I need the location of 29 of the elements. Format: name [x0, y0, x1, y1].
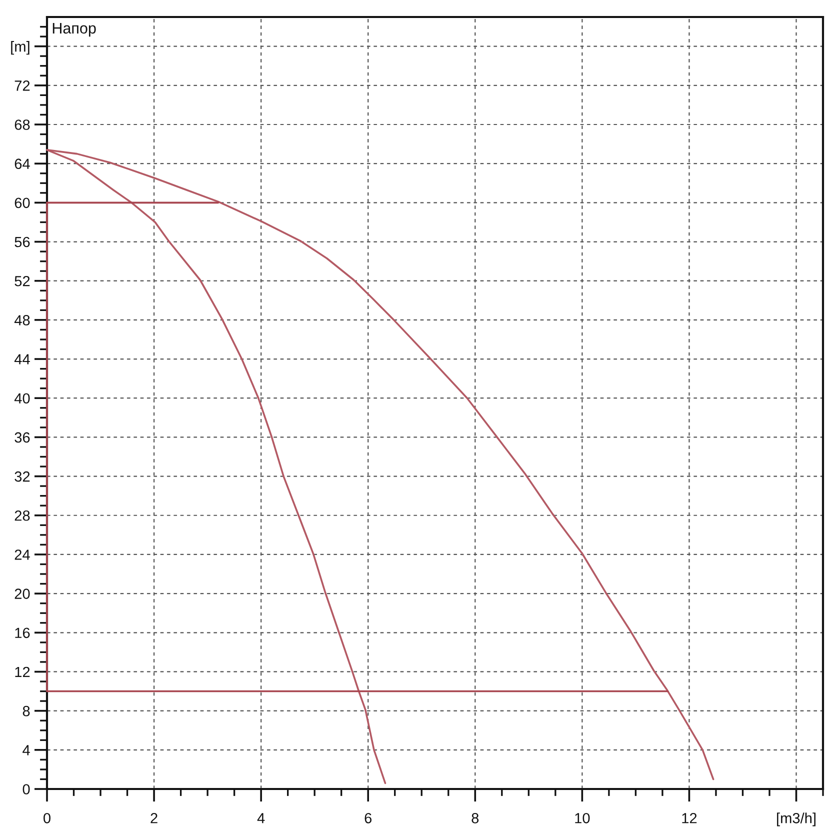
y-tick-label: 8: [22, 706, 30, 716]
x-tick-label: 4: [257, 813, 265, 824]
y-tick-label: 44: [14, 354, 30, 364]
y-tick-label: 72: [14, 80, 30, 91]
y-tick-label: 56: [14, 236, 30, 248]
x-tick-label: 8: [472, 812, 479, 824]
y-tick-label: 12: [15, 666, 30, 678]
y-tick-label: 36: [14, 432, 30, 443]
y-tick-label: 52: [14, 276, 30, 286]
y-tick-label: 68: [14, 120, 30, 130]
y-tick-label: 28: [14, 510, 30, 521]
y-tick-label: 48: [14, 315, 30, 326]
y-tick-label: 24: [14, 550, 30, 560]
x-tick-label: 10: [575, 812, 590, 824]
y-tick-label: [m]: [11, 41, 30, 55]
x-tick-label: 12: [682, 812, 697, 824]
x-tick-label: 0: [44, 812, 50, 824]
y-tick-label: 40: [14, 393, 30, 404]
y-tick-label: 60: [14, 198, 30, 208]
x-tick-label: 2: [150, 812, 158, 824]
chart-title: Напор: [52, 22, 96, 37]
y-tick-label: 64: [14, 158, 30, 170]
x-tick-label: 6: [364, 812, 372, 824]
y-tick-label: 20: [14, 588, 30, 599]
y-tick-label: 0: [22, 784, 30, 794]
y-tick-label: 32: [14, 471, 30, 482]
y-tick-label: 16: [15, 628, 30, 638]
y-tick-label: 4: [22, 745, 30, 756]
x-tick-label: [m3/h]: [777, 812, 816, 826]
